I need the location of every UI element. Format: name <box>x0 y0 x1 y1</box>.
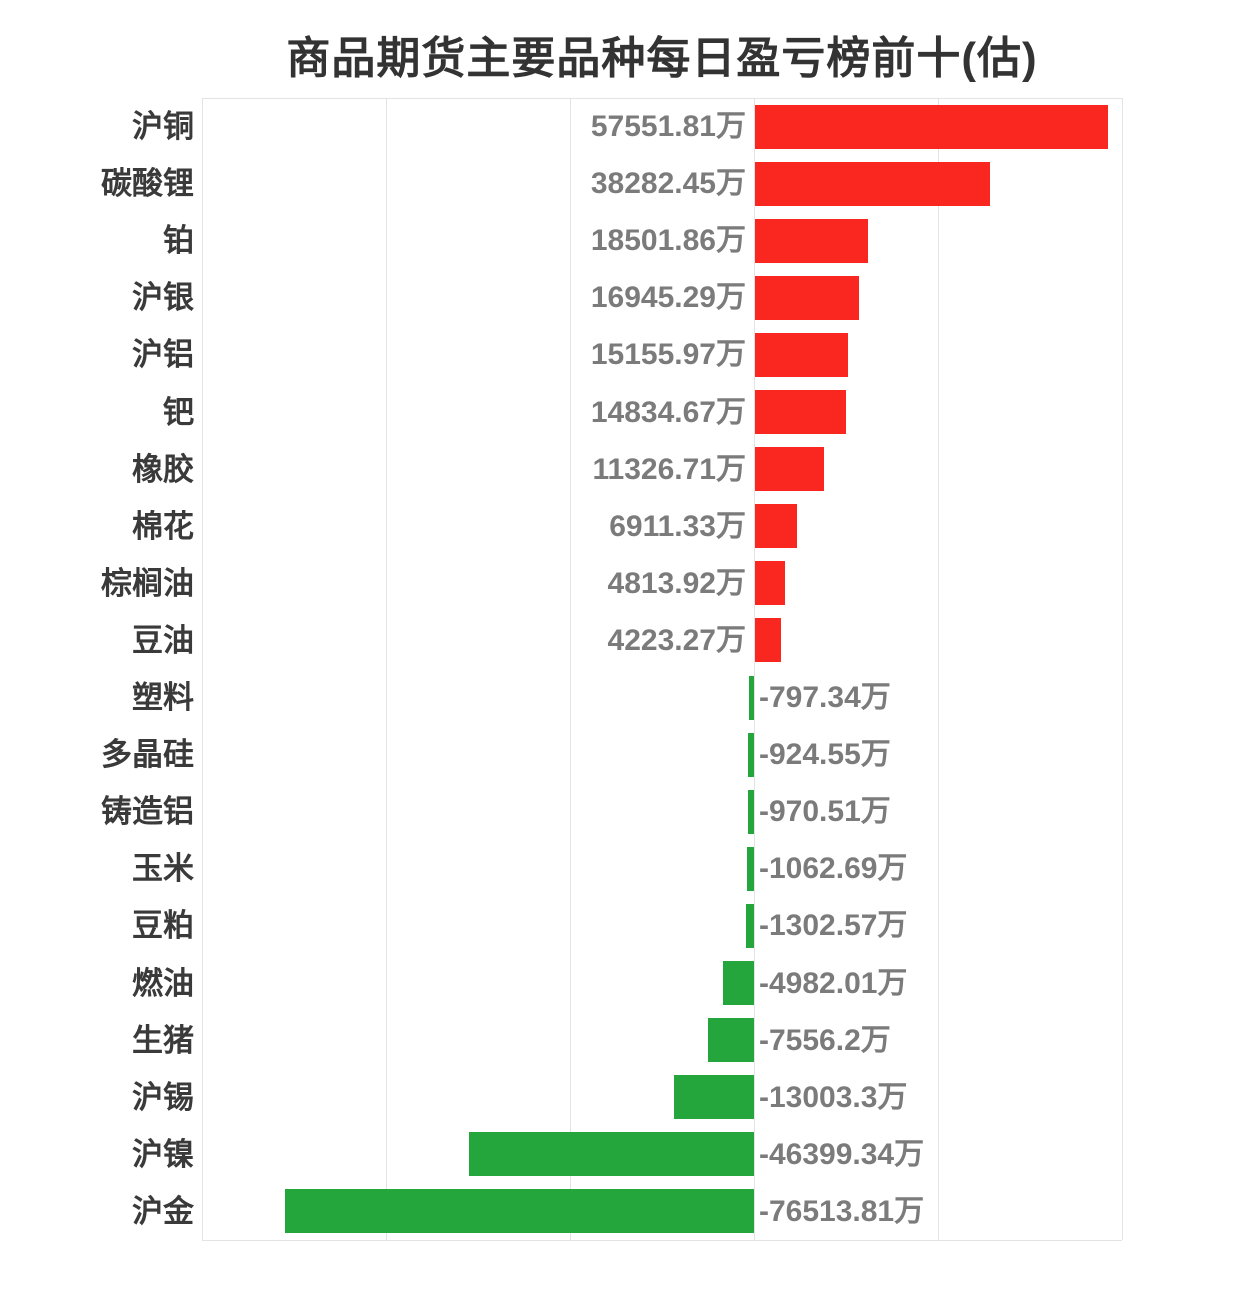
category-label: 棕榈油 <box>101 565 194 601</box>
category-label: 钯 <box>163 394 194 430</box>
value-label: -1062.69万 <box>759 852 908 886</box>
x-gridline <box>570 98 571 1240</box>
value-label: -7556.2万 <box>759 1023 891 1057</box>
value-label: 11326.71万 <box>592 452 746 486</box>
category-label: 燃油 <box>132 965 194 1001</box>
value-label: 4223.27万 <box>607 623 746 657</box>
bar-positive <box>755 218 869 263</box>
value-label: 57551.81万 <box>590 110 746 143</box>
category-label: 沪镍 <box>132 1136 194 1172</box>
category-label: 沪金 <box>132 1193 194 1229</box>
category-label: 豆油 <box>132 622 194 658</box>
category-label: 沪银 <box>132 280 194 316</box>
zero-axis-line <box>754 98 755 1240</box>
value-label: -13003.3万 <box>759 1080 908 1114</box>
value-label: 6911.33万 <box>609 509 746 543</box>
value-label: 14834.67万 <box>590 395 746 429</box>
chart-title: 商品期货主要品种每日盈亏榜前十(估) <box>286 34 1038 83</box>
bar-positive <box>755 447 825 492</box>
category-label: 铂 <box>163 223 194 259</box>
x-gridline <box>386 98 387 1240</box>
category-label: 玉米 <box>132 851 194 887</box>
x-gridline <box>202 98 203 1240</box>
bar-negative <box>469 1132 754 1177</box>
bar-negative <box>747 846 754 891</box>
bar-negative <box>284 1189 754 1234</box>
value-label: 16945.29万 <box>590 281 746 315</box>
bar-positive <box>755 275 859 320</box>
bar-positive <box>755 332 848 377</box>
bar-positive <box>755 618 781 663</box>
category-label: 豆粕 <box>132 908 194 944</box>
bar-positive <box>755 104 1108 149</box>
bar-positive <box>755 504 798 549</box>
bar-negative <box>707 1018 754 1063</box>
plot-top-border <box>202 98 1122 99</box>
category-label: 碳酸锂 <box>101 166 194 202</box>
value-label: -970.51万 <box>759 795 891 829</box>
category-label: 铸造铝 <box>101 794 194 830</box>
category-label: 多晶硅 <box>101 737 194 773</box>
bar-negative <box>746 903 754 948</box>
value-label: 15155.97万 <box>590 338 746 372</box>
value-label: -76513.81万 <box>759 1194 925 1228</box>
category-label: 橡胶 <box>132 451 194 487</box>
value-label: 4813.92万 <box>607 566 746 600</box>
value-label: 38282.45万 <box>590 167 746 201</box>
value-label: 18501.86万 <box>590 224 746 258</box>
value-label: -797.34万 <box>759 681 891 714</box>
bar-negative <box>748 789 754 834</box>
category-label: 塑料 <box>132 680 194 715</box>
category-label: 沪铜 <box>132 109 194 144</box>
category-label: 沪锡 <box>132 1079 194 1115</box>
bar-positive <box>755 161 990 206</box>
x-gridline <box>1122 98 1123 1240</box>
value-label: -1302.57万 <box>759 909 908 943</box>
bar-negative <box>674 1075 754 1120</box>
value-label: -46399.34万 <box>759 1137 925 1171</box>
bar-negative <box>749 675 754 720</box>
bar-positive <box>755 390 846 435</box>
category-label: 沪铝 <box>132 337 194 373</box>
value-label: -4982.01万 <box>759 966 908 1000</box>
bar-positive <box>755 561 785 606</box>
bar-negative <box>748 732 754 777</box>
plot-bottom-border <box>202 1240 1122 1241</box>
category-label: 生猪 <box>132 1022 194 1058</box>
value-label: -924.55万 <box>759 738 891 772</box>
bar-negative <box>723 961 754 1006</box>
x-gridline <box>938 98 939 1240</box>
category-label: 棉花 <box>132 508 194 544</box>
